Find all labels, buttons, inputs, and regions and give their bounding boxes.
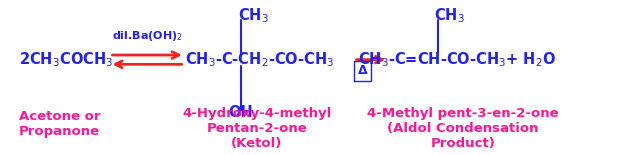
Text: CH$_3$: CH$_3$ xyxy=(238,6,269,25)
Text: 4-Methyl pent-3-en-2-one
(Aldol Condensation
Product): 4-Methyl pent-3-en-2-one (Aldol Condensa… xyxy=(367,107,559,150)
Text: CH$_3$-C=CH-CO-CH$_3$+ H$_2$O: CH$_3$-C=CH-CO-CH$_3$+ H$_2$O xyxy=(358,50,556,69)
Text: Acetone or
Propanone: Acetone or Propanone xyxy=(19,110,100,138)
Text: Δ: Δ xyxy=(357,64,367,77)
Text: 4-Hydroxy-4-methyl
Pentan-2-one
(Ketol): 4-Hydroxy-4-methyl Pentan-2-one (Ketol) xyxy=(182,107,331,150)
Text: CH$_3$-C-CH$_2$-CO-CH$_3$: CH$_3$-C-CH$_2$-CO-CH$_3$ xyxy=(185,50,334,69)
Text: 2CH$_3$COCH$_3$: 2CH$_3$COCH$_3$ xyxy=(19,50,113,69)
Text: CH$_3$: CH$_3$ xyxy=(434,6,465,25)
Text: dil.Ba(OH)$_2$: dil.Ba(OH)$_2$ xyxy=(111,29,183,43)
Text: OH: OH xyxy=(228,105,254,120)
